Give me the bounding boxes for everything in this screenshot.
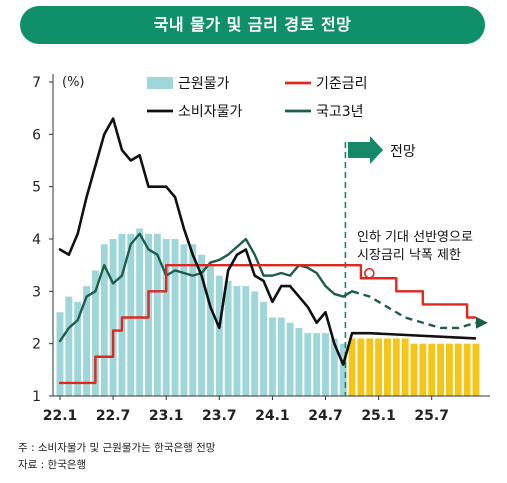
bar-core-inflation <box>189 244 197 396</box>
x-tick-label: 24.1 <box>255 408 290 424</box>
bar-core-inflation <box>472 343 480 396</box>
bar-core-inflation <box>454 343 462 396</box>
bar-core-inflation <box>330 338 338 396</box>
x-tick-label: 25.7 <box>414 408 449 424</box>
y-tick-label: 5 <box>32 180 41 196</box>
legend-label: 소비자물가 <box>178 104 243 120</box>
bar-core-inflation <box>224 280 232 396</box>
bar-core-inflation <box>83 286 90 396</box>
y-tick-label: 3 <box>32 284 41 300</box>
bar-core-inflation <box>242 286 250 396</box>
bar-core-inflation <box>153 233 161 396</box>
legend-swatch-core-inflation <box>147 77 173 89</box>
note-data-source: 자료 : 한국은행 <box>18 459 87 471</box>
bar-core-inflation <box>65 296 73 396</box>
bar-core-inflation <box>215 275 223 396</box>
legend-label: 근원물가 <box>178 76 230 92</box>
bar-core-inflation <box>445 343 453 396</box>
bar-core-inflation <box>136 228 144 396</box>
x-tick-label: 22.1 <box>43 408 78 424</box>
y-unit-label: (%) <box>62 75 85 90</box>
bar-core-inflation <box>233 286 241 396</box>
x-tick-label: 23.1 <box>149 408 184 424</box>
legend-label: 기준금리 <box>316 76 368 92</box>
bar-core-inflation <box>437 343 444 396</box>
bar-core-inflation <box>207 265 214 396</box>
bar-core-inflation <box>268 317 276 396</box>
bar-core-inflation <box>286 322 294 396</box>
bar-core-inflation <box>392 338 400 396</box>
bond-3y-forecast-line <box>351 290 477 330</box>
bar-core-inflation <box>251 291 259 396</box>
bar-core-inflation <box>260 301 267 396</box>
bar-core-inflation <box>198 254 206 396</box>
bar-core-inflation <box>463 343 471 396</box>
bar-core-inflation <box>109 239 117 396</box>
x-tick-label: 24.7 <box>308 408 343 424</box>
bar-core-inflation <box>313 333 321 396</box>
bar-core-inflation <box>401 338 409 396</box>
note-forecast-source: 주 : 소비자물가 및 근원물가는 한국은행 전망 <box>18 442 216 454</box>
policy-rate-forecast-line <box>352 263 476 319</box>
bar-core-inflation <box>127 233 135 396</box>
x-tick-label: 25.1 <box>361 408 396 424</box>
bar-core-inflation <box>180 244 188 396</box>
bar-core-inflation <box>419 343 427 396</box>
policy-rate-line <box>58 263 354 385</box>
annotation-text: 시장금리 낙폭 제한 <box>357 248 461 263</box>
cpi-line <box>58 117 354 366</box>
y-tick-label: 4 <box>32 232 41 248</box>
bar-core-inflation <box>384 338 391 396</box>
legend-label: 국고3년 <box>316 104 364 120</box>
chart-title: 국내 물가 및 금리 경로 전망 <box>20 6 485 44</box>
y-tick-label: 2 <box>32 337 41 353</box>
bar-core-inflation <box>410 343 418 396</box>
notes: 주 : 소비자물가 및 근원물가는 한국은행 전망 자료 : 한국은행 <box>18 440 215 474</box>
cpi-forecast-line <box>352 331 477 340</box>
bond-3y-line <box>58 232 354 343</box>
bar-core-inflation <box>375 338 383 396</box>
bar-core-inflation <box>56 312 64 396</box>
x-tick-label: 22.7 <box>96 408 131 424</box>
annotation-marker <box>364 267 375 279</box>
chart-plot: 1 2 3 4 5 6 7 (%) 22.1 22.7 23.1 23.7 24.1 24.7 25.1 25… <box>32 74 490 424</box>
bar-core-inflation <box>100 244 108 396</box>
bar-core-inflation <box>91 270 99 396</box>
bar-core-inflation <box>162 239 170 396</box>
bar-core-inflation <box>348 338 356 396</box>
bar-core-inflation <box>295 327 303 396</box>
bar-core-inflation <box>277 317 285 396</box>
forecast-label: 전망 <box>390 144 416 160</box>
annotation-text: 인하 기대 선반영으로 <box>357 230 473 245</box>
bar-core-inflation <box>366 338 374 396</box>
bar-core-inflation <box>118 233 126 396</box>
x-tick-label: 23.7 <box>202 408 237 424</box>
bar-core-inflation <box>428 343 436 396</box>
bar-core-inflation <box>339 343 347 396</box>
bar-core-inflation <box>322 333 329 396</box>
bar-core-inflation <box>74 301 82 396</box>
forecast-arrow-icon <box>348 136 383 164</box>
bar-core-inflation <box>357 338 365 396</box>
bond-forecast-arrowhead <box>475 316 488 329</box>
y-tick-label: 1 <box>32 389 41 405</box>
bar-core-inflation <box>304 333 312 396</box>
bar-core-inflation <box>171 239 179 396</box>
y-tick-label: 7 <box>32 75 41 91</box>
y-tick-label: 6 <box>32 127 41 143</box>
